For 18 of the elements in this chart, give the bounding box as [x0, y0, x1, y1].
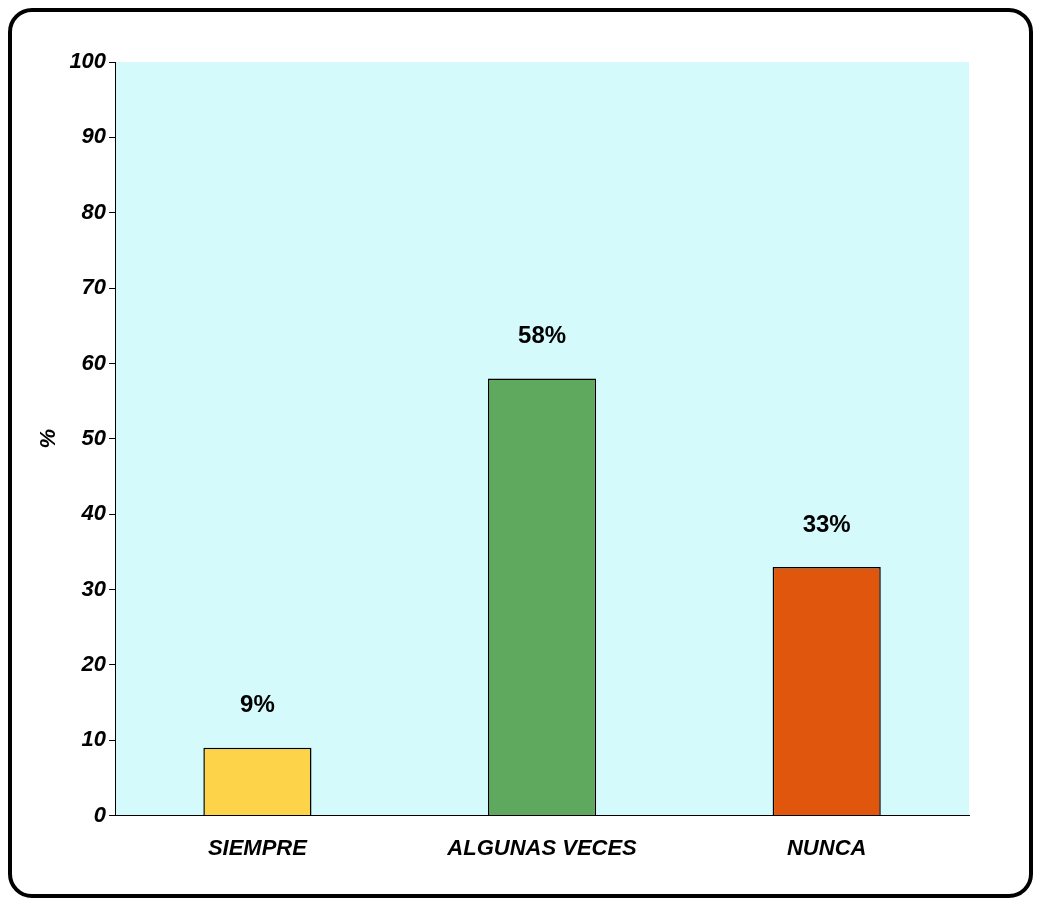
y-tick-label: 20 [80, 650, 107, 676]
x-tick-label: NUNCA [786, 834, 867, 860]
y-tick-label: 40 [80, 500, 107, 526]
data-label: 9% [240, 690, 275, 718]
y-tick-label: 70 [81, 274, 107, 300]
y-tick-label: 30 [81, 575, 107, 601]
x-tick-label: ALGUNAS VECES [446, 834, 638, 860]
data-label: 33% [802, 509, 851, 537]
y-tick-label: 50 [81, 424, 107, 450]
y-tick-label: 0 [93, 801, 107, 827]
y-tick-label: 80 [81, 198, 107, 224]
x-tick-label: SIEMPRE [207, 834, 309, 860]
y-tick-label: 100 [69, 48, 107, 74]
data-label: 58% [518, 321, 567, 349]
y-tick-label: 90 [81, 123, 107, 149]
y-tick-label: 10 [81, 726, 107, 752]
y-axis-title: % [35, 429, 61, 449]
y-tick-label: 60 [81, 349, 107, 375]
